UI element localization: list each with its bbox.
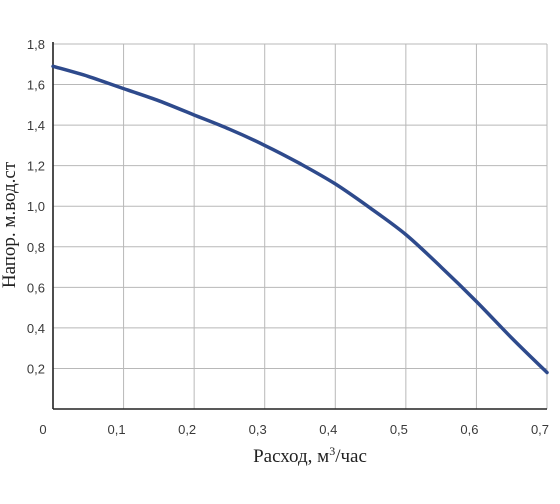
- x-tick-label: 0,3: [249, 422, 267, 437]
- y-tick-label: 1,0: [27, 199, 45, 214]
- y-tick-label: 0,2: [27, 361, 45, 376]
- x-axis-title-superscript: 3: [329, 444, 335, 458]
- grid: [53, 43, 548, 409]
- x-tick-labels: 0 0,1 0,2 0,3 0,4 0,5 0,6 0,7: [39, 422, 549, 437]
- x-axis-title-text: Расход, м: [253, 446, 329, 467]
- y-tick-label: 0,8: [27, 240, 45, 255]
- axes: [52, 42, 547, 410]
- y-tick-label: 1,2: [27, 159, 45, 174]
- x-axis-title-unit: /час: [335, 446, 367, 467]
- y-axis-title: Напор. м.вод.ст: [0, 161, 20, 288]
- x-tick-label: 0,5: [390, 422, 408, 437]
- y-tick-labels: 0,2 0,4 0,6 0,8 1,0 1,2 1,4 1,6 1,8: [27, 37, 45, 376]
- y-tick-label: 0,6: [27, 280, 45, 295]
- x-axis-title: Расход, м3/час: [253, 444, 367, 467]
- y-tick-label: 1,6: [27, 78, 45, 93]
- y-tick-label: 1,4: [27, 118, 45, 133]
- x-tick-label: 0,1: [108, 422, 126, 437]
- x-tick-label: 0,4: [319, 422, 337, 437]
- y-tick-label: 1,8: [27, 37, 45, 52]
- y-tick-label: 0,4: [27, 321, 45, 336]
- x-tick-label: 0,6: [460, 422, 478, 437]
- x-tick-label: 0: [39, 422, 46, 437]
- x-tick-label: 0,2: [178, 422, 196, 437]
- x-tick-label: 0,7: [531, 422, 549, 437]
- series-line: [51, 64, 549, 375]
